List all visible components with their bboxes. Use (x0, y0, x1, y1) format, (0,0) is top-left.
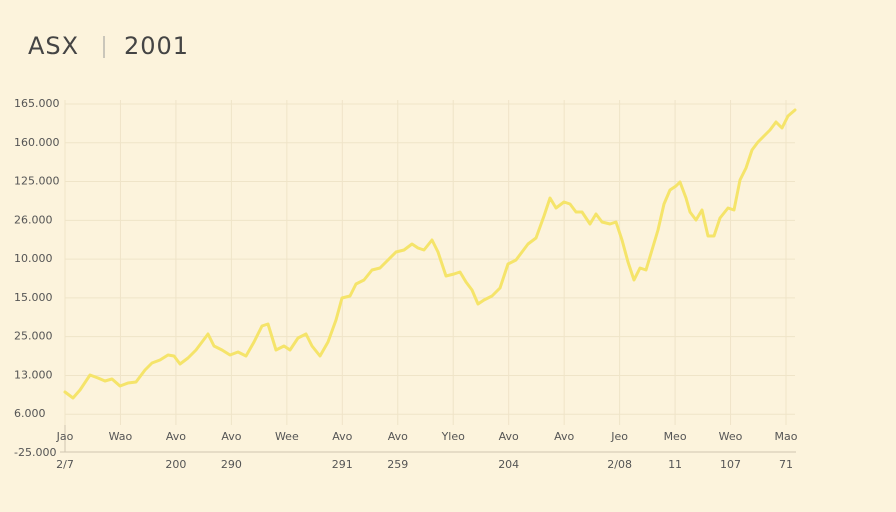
x-tick-label-secondary: 107 (720, 458, 741, 471)
y-tick-label: -25.000 (14, 446, 56, 459)
x-tick-label: Jeo (610, 430, 628, 443)
x-tick-label: Yleo (441, 430, 466, 443)
x-tick-label-secondary: 2/7 (56, 458, 74, 471)
x-tick-label-secondary: 204 (498, 458, 519, 471)
x-tick-label: Avo (499, 430, 519, 443)
x-tick-label: Mao (775, 430, 798, 443)
x-tick-label-secondary: 71 (779, 458, 793, 471)
y-tick-label: 10.000 (14, 252, 53, 265)
y-tick-label: 13.000 (14, 368, 53, 381)
y-tick-label: 25.000 (14, 330, 53, 343)
x-tick-label-secondary: 11 (668, 458, 682, 471)
x-tick-label: Meo (664, 430, 687, 443)
y-tick-label: 6.000 (14, 407, 46, 420)
x-tick-label-secondary: 291 (332, 458, 353, 471)
x-tick-label: Jao (56, 430, 74, 443)
x-tick-label: Wee (275, 430, 299, 443)
x-tick-label-secondary: 200 (165, 458, 186, 471)
y-tick-label: 160.000 (14, 136, 60, 149)
x-tick-label-secondary: 2/08 (607, 458, 632, 471)
x-tick-label: Avo (388, 430, 408, 443)
x-tick-label-secondary: 259 (387, 458, 408, 471)
price-line (63, 108, 797, 400)
x-tick-label: Avo (554, 430, 574, 443)
y-tick-label: 125.000 (14, 175, 60, 188)
chart-title: ASX (28, 32, 79, 60)
x-tick-label: Avo (332, 430, 352, 443)
x-tick-label-secondary: 290 (221, 458, 242, 471)
y-tick-label: 15.000 (14, 291, 53, 304)
y-tick-label: 26.000 (14, 213, 53, 226)
y-tick-label: 165.000 (14, 97, 60, 110)
x-tick-label: Weo (719, 430, 743, 443)
x-tick-label: Avo (166, 430, 186, 443)
x-tick-label: Avo (221, 430, 241, 443)
chart-subtitle: 2001 (124, 32, 189, 60)
x-tick-label: Wao (109, 430, 133, 443)
